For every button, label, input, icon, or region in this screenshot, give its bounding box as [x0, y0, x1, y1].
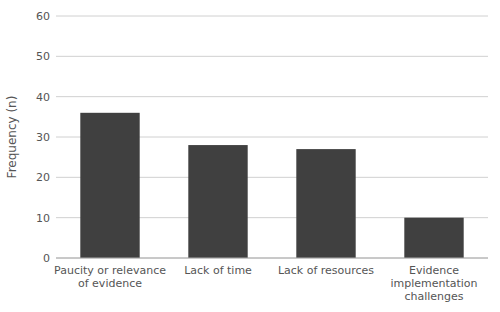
x-tick-label-line: Lack of resources: [278, 264, 374, 277]
x-tick-label-line: of evidence: [78, 277, 142, 290]
x-tick-label-line: Lack of time: [184, 264, 252, 277]
x-tick-label: Lack of time: [184, 264, 252, 277]
y-tick-label: 40: [36, 91, 50, 104]
y-tick-label: 10: [36, 212, 50, 225]
bar: [404, 218, 463, 258]
grid-line: [56, 16, 488, 17]
bar: [188, 145, 247, 258]
x-tick-label: Lack of resources: [278, 264, 374, 277]
grid-line: [56, 96, 488, 97]
x-axis-line: [56, 258, 488, 259]
y-tick-label: 20: [36, 171, 50, 184]
y-axis: 0 10 20 30 40 50 60: [36, 10, 488, 265]
x-tick-label-line: challenges: [404, 290, 463, 303]
chart: 0 10 20 30 40 50 60 Paucity or relevanceof evid…: [0, 0, 500, 312]
x-tick-label: Paucity or relevanceof evidence: [54, 264, 166, 290]
grid-line: [56, 258, 488, 259]
x-tick-label-line: Paucity or relevance: [54, 264, 166, 277]
x-axis: Paucity or relevanceof evidence Lack of t…: [54, 264, 478, 303]
y-tick-label: 50: [36, 50, 50, 63]
bar: [296, 149, 355, 258]
y-tick-label: 30: [36, 131, 50, 144]
bars: [80, 113, 463, 258]
y-tick-label: 60: [36, 10, 50, 23]
x-tick-label: Evidenceimplementationchallenges: [390, 264, 477, 303]
x-tick-label-line: implementation: [390, 277, 477, 290]
x-tick-label-line: Evidence: [409, 264, 459, 277]
y-axis-label: Frequency (n): [5, 96, 19, 179]
bar: [80, 113, 139, 258]
y-tick-label: 0: [43, 252, 50, 265]
grid-line: [56, 56, 488, 57]
